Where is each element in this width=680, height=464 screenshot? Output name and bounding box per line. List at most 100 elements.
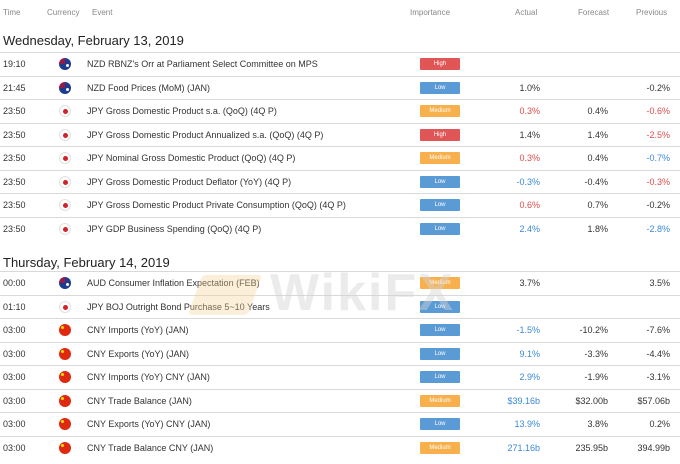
event-row[interactable]: 03:00 CNY Trade Balance CNY (JAN) Medium 27… <box>0 436 680 460</box>
forecast-value: -1.9% <box>584 372 608 382</box>
importance-badge: Medium <box>420 277 460 289</box>
event-row[interactable]: 03:00 CNY Imports (YoY) CNY (JAN) Low 2.9% -… <box>0 365 680 389</box>
jp-flag-icon <box>59 223 71 235</box>
forecast-value: -3.3% <box>584 349 608 359</box>
nz-flag-icon <box>59 58 71 70</box>
header-previous: Previous <box>636 8 668 17</box>
header-time: Time <box>3 8 21 17</box>
forecast-value: 3.8% <box>587 419 608 429</box>
actual-value: 2.4% <box>519 224 540 234</box>
importance-badge: High <box>420 129 460 141</box>
event-time: 03:00 <box>3 419 26 429</box>
actual-value: 1.4% <box>519 130 540 140</box>
event-row[interactable]: 23:50 JPY Gross Domestic Product Private … <box>0 193 680 217</box>
event-row[interactable]: 00:00 AUD Consumer Inflation Expectation … <box>0 271 680 295</box>
event-title: JPY Gross Domestic Product Private Consu… <box>87 200 346 210</box>
event-row[interactable]: 23:50 JPY Gross Domestic Product Deflator… <box>0 170 680 194</box>
importance-badge: High <box>420 58 460 70</box>
event-row[interactable]: 23:50 JPY Gross Domestic Product s.a. (Qo… <box>0 99 680 123</box>
event-title: JPY Gross Domestic Product Annualized s.… <box>87 130 324 140</box>
event-time: 03:00 <box>3 325 26 335</box>
cn-flag-icon <box>59 324 71 336</box>
cn-flag-icon <box>59 348 71 360</box>
jp-flag-icon <box>59 129 71 141</box>
actual-value: 1.0% <box>519 83 540 93</box>
previous-value: -2.8% <box>646 224 670 234</box>
event-time: 23:50 <box>3 224 26 234</box>
event-row[interactable]: 19:10 NZD RBNZ's Orr at Parliament Select… <box>0 52 680 76</box>
previous-value: 0.2% <box>649 419 670 429</box>
event-time: 23:50 <box>3 130 26 140</box>
event-title: JPY Gross Domestic Product s.a. (QoQ) (4… <box>87 106 277 116</box>
previous-value: -0.2% <box>646 83 670 93</box>
event-title: CNY Imports (YoY) CNY (JAN) <box>87 372 210 382</box>
event-row[interactable]: 23:50 JPY GDP Business Spending (QoQ) (4Q… <box>0 217 680 241</box>
actual-value: 0.6% <box>519 200 540 210</box>
event-title: AUD Consumer Inflation Expectation (FEB) <box>87 278 260 288</box>
event-time: 23:50 <box>3 153 26 163</box>
date-heading: Wednesday, February 13, 2019 <box>3 33 184 48</box>
previous-value: -0.2% <box>646 200 670 210</box>
previous-value: 3.5% <box>649 278 670 288</box>
importance-badge: Low <box>420 199 460 211</box>
event-title: JPY Gross Domestic Product Deflator (YoY… <box>87 177 292 187</box>
event-row[interactable]: 23:50 JPY Gross Domestic Product Annualiz… <box>0 123 680 147</box>
actual-value: $39.16b <box>507 396 540 406</box>
importance-badge: Low <box>420 82 460 94</box>
importance-badge: Medium <box>420 395 460 407</box>
event-row[interactable]: 03:00 CNY Exports (YoY) CNY (JAN) Low 13.9%… <box>0 412 680 436</box>
actual-value: 3.7% <box>519 278 540 288</box>
actual-value: 13.9% <box>514 419 540 429</box>
event-title: CNY Exports (YoY) CNY (JAN) <box>87 419 211 429</box>
previous-value: 394.99b <box>637 443 670 453</box>
importance-badge: Low <box>420 348 460 360</box>
event-row[interactable]: 03:00 CNY Exports (YoY) (JAN) Low 9.1% -3.3%… <box>0 342 680 366</box>
event-row[interactable]: 21:45 NZD Food Prices (MoM) (JAN) Low 1.0% -… <box>0 76 680 100</box>
event-row[interactable]: 03:00 CNY Imports (YoY) (JAN) Low -1.5% -10.… <box>0 318 680 342</box>
event-row[interactable]: 03:00 CNY Trade Balance (JAN) Medium $39.16… <box>0 389 680 413</box>
event-time: 19:10 <box>3 59 26 69</box>
header-currency: Currency <box>47 8 80 17</box>
previous-value: $57.06b <box>637 396 670 406</box>
importance-badge: Low <box>420 223 460 235</box>
forecast-value: 235.95b <box>575 443 608 453</box>
actual-value: -0.3% <box>516 177 540 187</box>
event-title: CNY Imports (YoY) (JAN) <box>87 325 189 335</box>
event-title: CNY Exports (YoY) (JAN) <box>87 349 190 359</box>
header-importance: Importance <box>410 8 451 17</box>
cn-flag-icon <box>59 442 71 454</box>
table-header: Time Currency Event Importance Actual Fo… <box>0 0 680 22</box>
forecast-value: $32.00b <box>575 396 608 406</box>
actual-value: 0.3% <box>519 153 540 163</box>
previous-value: -3.1% <box>646 372 670 382</box>
cn-flag-icon <box>59 395 71 407</box>
actual-value: 0.3% <box>519 106 540 116</box>
event-time: 03:00 <box>3 443 26 453</box>
forecast-value: -10.2% <box>579 325 608 335</box>
event-title: NZD RBNZ's Orr at Parliament Select Comm… <box>87 59 318 69</box>
previous-value: -0.3% <box>646 177 670 187</box>
event-time: 23:50 <box>3 106 26 116</box>
jp-flag-icon <box>59 152 71 164</box>
forecast-value: 0.4% <box>587 153 608 163</box>
date-heading: Thursday, February 14, 2019 <box>3 255 170 270</box>
event-row[interactable]: 23:50 JPY Nominal Gross Domestic Product … <box>0 146 680 170</box>
event-title: JPY Nominal Gross Domestic Product (QoQ)… <box>87 153 296 163</box>
previous-value: -0.7% <box>646 153 670 163</box>
event-title: JPY GDP Business Spending (QoQ) (4Q P) <box>87 224 262 234</box>
previous-value: -2.5% <box>646 130 670 140</box>
forecast-value: 1.8% <box>587 224 608 234</box>
actual-value: -1.5% <box>516 325 540 335</box>
previous-value: -7.6% <box>646 325 670 335</box>
actual-value: 9.1% <box>519 349 540 359</box>
event-time: 21:45 <box>3 83 26 93</box>
event-row[interactable]: 01:10 JPY BOJ Outright Bond Purchase 5~10… <box>0 295 680 319</box>
previous-value: -0.6% <box>646 106 670 116</box>
actual-value: 271.16b <box>507 443 540 453</box>
header-event: Event <box>92 8 113 17</box>
header-forecast: Forecast <box>578 8 610 17</box>
event-time: 23:50 <box>3 200 26 210</box>
event-title: NZD Food Prices (MoM) (JAN) <box>87 83 211 93</box>
event-time: 03:00 <box>3 396 26 406</box>
jp-flag-icon <box>59 301 71 313</box>
